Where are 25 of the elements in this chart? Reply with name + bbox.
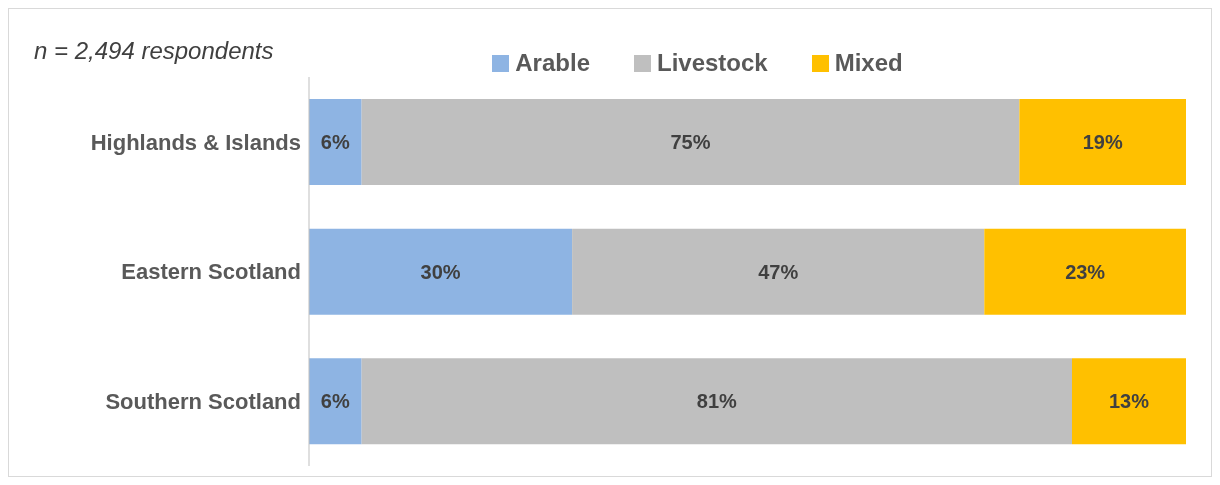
legend-label: Arable bbox=[514, 49, 590, 77]
y-tick-label: Southern Scotland bbox=[105, 388, 301, 414]
y-tick-label: Highlands & Islands bbox=[90, 129, 301, 155]
bar bbox=[309, 358, 362, 445]
bar bbox=[309, 228, 573, 315]
bar bbox=[1019, 99, 1186, 185]
bar bbox=[361, 358, 1072, 445]
bar bbox=[309, 99, 362, 185]
data-label: 30% bbox=[420, 260, 461, 283]
bar bbox=[984, 228, 1186, 315]
text: n = 2,494 respondents bbox=[34, 37, 274, 65]
data-label: 75% bbox=[670, 131, 711, 153]
data-label: 47% bbox=[758, 260, 799, 283]
data-label: 13% bbox=[1108, 390, 1150, 413]
data-label: 19% bbox=[1082, 131, 1123, 153]
data-label: 6% bbox=[320, 131, 350, 153]
data-label: 23% bbox=[1065, 260, 1106, 283]
legend-label: Mixed bbox=[833, 49, 903, 77]
data-label: 81% bbox=[696, 390, 738, 413]
data-label: 6% bbox=[320, 390, 350, 413]
bar bbox=[1071, 358, 1186, 445]
bar bbox=[572, 228, 985, 315]
y-tick-label: Eastern Scotland bbox=[121, 259, 301, 285]
legend-label: Livestock bbox=[656, 49, 768, 77]
bar bbox=[361, 99, 1020, 185]
